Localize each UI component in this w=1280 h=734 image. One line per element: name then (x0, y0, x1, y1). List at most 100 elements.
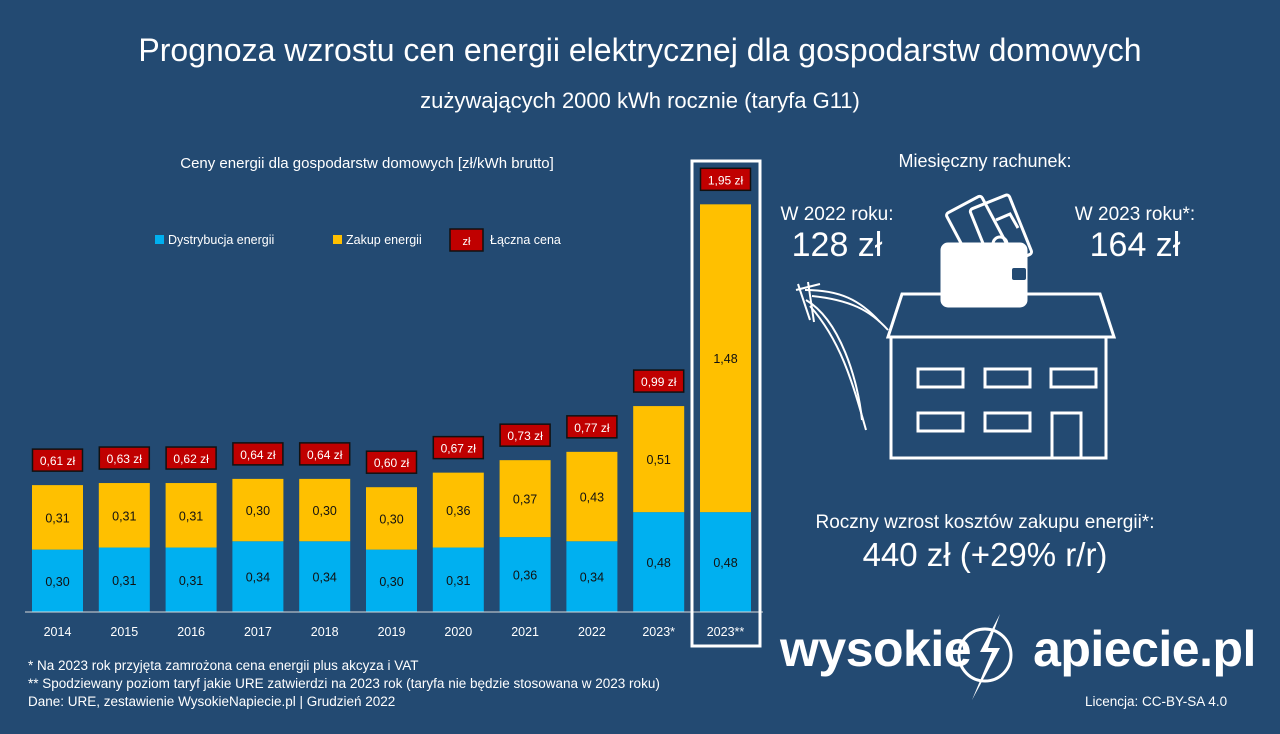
bar-distribution-2020 (432, 547, 484, 612)
annual-increase-value: 440 zł (+29% r/r) (862, 536, 1108, 573)
tick-label-2023**: 2023** (707, 625, 745, 639)
total-badge-2020 (432, 435, 485, 460)
bill-2022-label: W 2022 roku: (780, 204, 894, 225)
footnotes: * Na 2023 rok przyjęta zamrożona cena en… (28, 657, 660, 711)
bar-purchase-2016 (165, 483, 217, 548)
total-badge-2017 (232, 442, 284, 466)
bar-distribution-2022 (566, 541, 618, 612)
label-purchase-2018: 0,30 (313, 504, 337, 518)
tick-label-2014: 2014 (44, 625, 72, 639)
total-label-2020: 0,67 zł (441, 442, 477, 456)
highlight-frame (690, 159, 762, 648)
legend-swatch-total (449, 228, 484, 252)
label-purchase-2017: 0,30 (246, 504, 270, 518)
label-purchase-2020: 0,36 (446, 504, 470, 518)
tick-label-2019: 2019 (378, 625, 406, 639)
bar-distribution-2017 (232, 541, 284, 612)
bar-purchase-2019 (366, 487, 417, 550)
tick-label-2023*: 2023* (642, 625, 675, 639)
footnote-2: ** Spodziewany poziom taryf jakie URE za… (28, 676, 660, 691)
label-purchase-2015: 0,31 (112, 509, 136, 523)
label-purchase-2016: 0,31 (179, 509, 203, 523)
label-purchase-2023*: 0,51 (647, 453, 671, 467)
total-label-2015: 0,63 zł (107, 452, 143, 466)
total-label-2019: 0,60 zł (374, 456, 410, 470)
label-distribution-2015: 0,31 (112, 574, 136, 588)
bar-purchase-2018 (299, 478, 351, 542)
total-label-2021: 0,73 zł (507, 429, 543, 443)
bill-2022-value: 128 zł (791, 226, 883, 264)
brand-logo-text-2: apiecie.pl (1033, 621, 1256, 677)
legend-label-total: Łączna cena (490, 233, 561, 247)
tick-label-2016: 2016 (177, 625, 205, 639)
total-label-2017: 0,64 zł (240, 448, 276, 462)
label-purchase-2014: 0,31 (45, 511, 69, 525)
page-subtitle: zużywających 2000 kWh rocznie (taryfa G1… (420, 88, 860, 113)
bar-purchase-2022 (566, 451, 618, 542)
total-label-2018: 0,64 zł (307, 448, 343, 462)
brand-logo: wysokie apiecie.pl (780, 620, 1256, 678)
chart-title: Ceny energii dla gospodarstw domowych [z… (180, 155, 554, 172)
label-distribution-2022: 0,34 (580, 571, 604, 585)
tick-label-2021: 2021 (511, 625, 539, 639)
total-badge-2019 (365, 450, 418, 474)
label-purchase-2021: 0,37 (513, 493, 537, 507)
bar-distribution-2019 (366, 549, 417, 612)
total-label-2022: 0,77 zł (574, 421, 610, 435)
label-distribution-2018: 0,34 (313, 571, 337, 585)
bar-distribution-2018 (299, 541, 351, 612)
bar-distribution-2021 (499, 537, 551, 612)
total-label-2014: 0,61 zł (40, 454, 76, 468)
label-distribution-2023**: 0,48 (713, 556, 737, 570)
label-distribution-2017: 0,34 (246, 571, 270, 585)
annual-increase-label: Roczny wzrost kosztów zakupu energii*: (815, 512, 1155, 533)
bar-purchase-2014 (32, 485, 83, 550)
house-icon (885, 292, 1117, 460)
label-distribution-2023*: 0,48 (647, 556, 671, 570)
total-badge-2015 (98, 446, 151, 470)
bar-purchase-2021 (499, 460, 551, 538)
bill-2023-value: 164 zł (1089, 226, 1181, 264)
label-distribution-2019: 0,30 (379, 575, 403, 589)
label-distribution-2014: 0,30 (45, 575, 69, 589)
monthly-bill-heading: Miesięczny rachunek: (898, 151, 1072, 171)
label-purchase-2022: 0,43 (580, 491, 604, 505)
bar-distribution-2023** (700, 512, 751, 612)
page-title: Prognoza wzrostu cen energii elektryczne… (138, 32, 1142, 68)
chart-bars: 0,30 0,31 0,61 zł 2014 0,31 0,31 0,63 zł 2015 0,… (31, 167, 752, 639)
bill-2023-label: W 2023 roku*: (1074, 204, 1196, 225)
bar-distribution-2015 (98, 547, 150, 612)
bar-purchase-2015 (98, 483, 150, 548)
bar-distribution-2016 (165, 547, 217, 612)
total-label-2023*: 0,99 zł (641, 375, 677, 389)
tick-label-2018: 2018 (311, 625, 339, 639)
legend-label-distribution: Dystrybucja energii (168, 233, 274, 247)
legend-badge-text: zł (463, 236, 472, 248)
label-distribution-2021: 0,36 (513, 569, 537, 583)
power-line-icon (795, 281, 889, 431)
total-badge-2022 (566, 415, 618, 439)
total-badge-2014 (31, 448, 84, 472)
label-distribution-2020: 0,31 (446, 574, 470, 588)
tick-label-2022: 2022 (578, 625, 606, 639)
brand-logo-bolt (957, 614, 1013, 700)
brand-logo-text-1: wysokie (780, 621, 972, 677)
tick-label-2017: 2017 (244, 625, 272, 639)
tick-label-2020: 2020 (444, 625, 472, 639)
bar-distribution-2023* (633, 512, 685, 612)
tick-label-2015: 2015 (110, 625, 138, 639)
total-label-2016: 0,62 zł (173, 452, 209, 466)
label-distribution-2016: 0,31 (179, 574, 203, 588)
label-purchase-2023**: 1,48 (713, 352, 737, 366)
bar-purchase-2023* (633, 406, 685, 513)
bar-purchase-2023** (700, 204, 751, 513)
license-text: Licencja: CC-BY-SA 4.0 (1085, 694, 1228, 709)
footnote-source: Dane: URE, zestawienie WysokieNapiecie.p… (28, 694, 396, 709)
total-label-2023**: 1,95 zł (708, 173, 744, 187)
bar-purchase-2020 (432, 472, 484, 548)
legend-swatch-distribution (155, 235, 164, 244)
bar-purchase-2017 (232, 478, 284, 542)
footnote-1: * Na 2023 rok przyjęta zamrożona cena en… (28, 658, 419, 673)
total-badge-2016 (165, 446, 217, 470)
